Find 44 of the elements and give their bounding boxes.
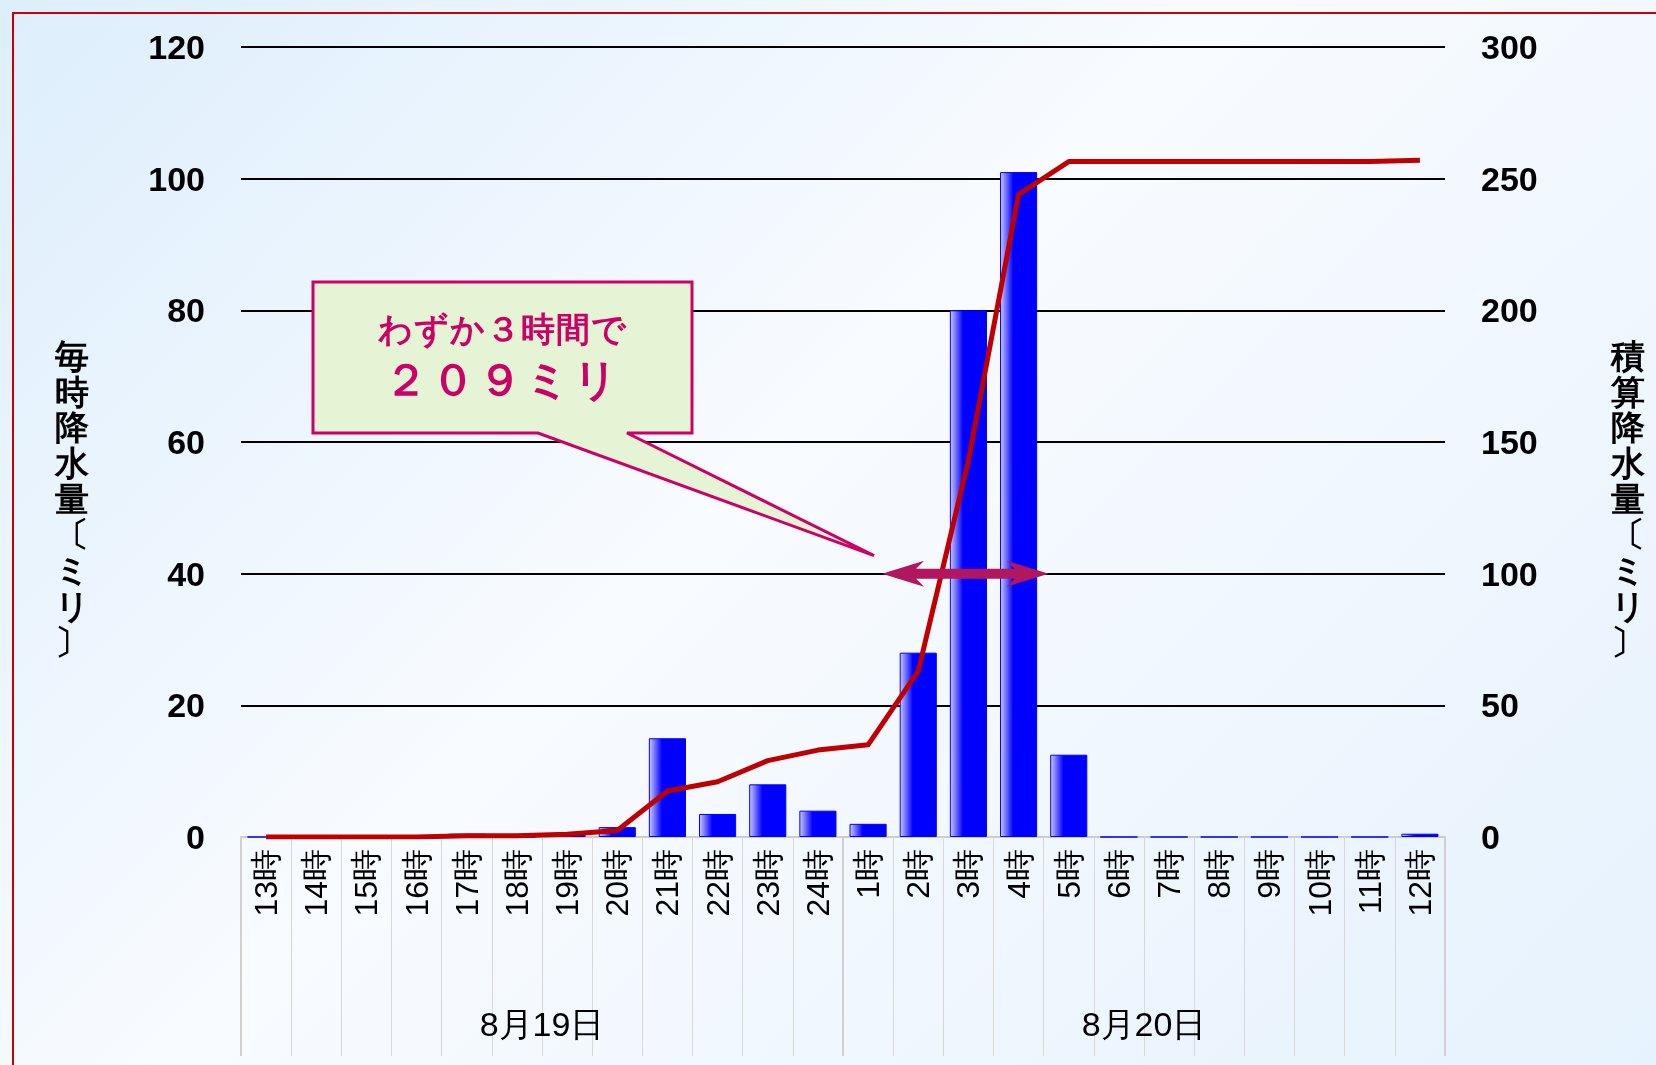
x-tick-label: 20時 [599, 849, 636, 917]
y2-tick-label: 250 [1481, 159, 1538, 198]
x-tick-label: 23時 [749, 849, 786, 917]
x-tick-label: 14時 [298, 849, 335, 917]
x-tick-label: 24時 [799, 849, 836, 917]
x-tick-label: 21時 [649, 849, 686, 917]
x-tick-label: 17時 [448, 849, 485, 917]
y-tick-label: 20 [167, 686, 205, 725]
y2-tick-label: 50 [1481, 686, 1519, 725]
x-tick-label: 1時 [850, 849, 887, 899]
x-tick-label: 22時 [699, 849, 736, 917]
x-tick-label: 11時 [1351, 849, 1388, 915]
x-tick-label: 13時 [248, 849, 285, 917]
x-tick-label: 7時 [1151, 849, 1188, 899]
text: 積算降水量〔ミリ〕 [1610, 337, 1646, 661]
annotation: わずか３時間で [378, 308, 627, 351]
x-tick-label: 18時 [498, 849, 535, 917]
annotation: ２０９ミリ [383, 354, 622, 406]
y-tick-label: 100 [148, 159, 205, 198]
x-tick-label: 5時 [1050, 849, 1087, 899]
y-tick-label: 120 [148, 28, 205, 66]
y-tick-label: 0 [186, 818, 205, 856]
y2-tick-label: 150 [1481, 423, 1538, 461]
x-tick-label: 10時 [1301, 849, 1338, 917]
y2-tick-label: 0 [1481, 818, 1500, 856]
y2-tick-label: 100 [1481, 554, 1538, 593]
y-tick-label: 60 [167, 423, 205, 461]
y2-tick-label: 300 [1481, 28, 1538, 66]
x-tick-label: 2時 [900, 849, 937, 899]
x-tick-label: 12時 [1401, 849, 1438, 917]
x-tick-label: 16時 [398, 849, 435, 917]
x-tick-label: 4時 [1000, 849, 1037, 899]
x-tick-label: 15時 [348, 849, 385, 917]
y-tick-label: 80 [167, 291, 205, 330]
x-tick-label: 3時 [950, 849, 987, 899]
x-tick-label: 6時 [1100, 849, 1137, 899]
text: 毎時降水量〔ミリ〕 [54, 337, 90, 661]
x-tick-label: 9時 [1251, 849, 1288, 899]
y-tick-label: 40 [167, 554, 205, 593]
text: 8月19日 [479, 1004, 605, 1045]
x-tick-label: 19時 [549, 849, 586, 917]
text: 8月20日 [1081, 1004, 1207, 1045]
x-tick-label: 8時 [1201, 849, 1238, 899]
y2-tick-label: 200 [1481, 291, 1538, 330]
